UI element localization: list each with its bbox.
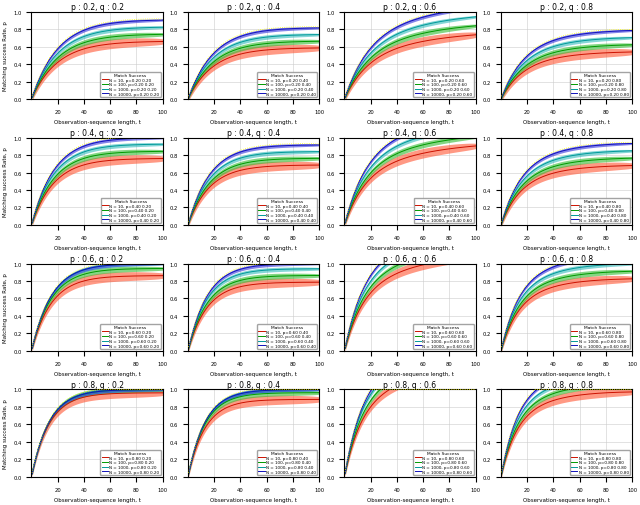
X-axis label: Observation-sequence length, t: Observation-sequence length, t — [523, 246, 610, 251]
X-axis label: Observation-sequence length, t: Observation-sequence length, t — [523, 120, 610, 125]
Title: p : 0.8, q : 0.6: p : 0.8, q : 0.6 — [383, 380, 436, 389]
X-axis label: Observation-sequence length, t: Observation-sequence length, t — [367, 497, 454, 502]
Title: p : 0.2, q : 0.8: p : 0.2, q : 0.8 — [540, 3, 593, 12]
Title: p : 0.6, q : 0.2: p : 0.6, q : 0.2 — [70, 254, 124, 263]
Title: p : 0.6, q : 0.6: p : 0.6, q : 0.6 — [383, 254, 436, 263]
Legend: N = 10, p=0.80 0.80, N = 100, p=0.80 0.80, N = 1000, p=0.80 0.80, N = 10000, p=0: N = 10, p=0.80 0.80, N = 100, p=0.80 0.8… — [570, 450, 630, 475]
X-axis label: Observation-sequence length, t: Observation-sequence length, t — [54, 120, 141, 125]
Legend: N = 10, p=0.60 0.60, N = 100, p=0.60 0.60, N = 1000, p=0.60 0.60, N = 10000, p=0: N = 10, p=0.60 0.60, N = 100, p=0.60 0.6… — [413, 324, 474, 349]
X-axis label: Observation-sequence length, t: Observation-sequence length, t — [210, 246, 297, 251]
Y-axis label: Matching success Rate, p: Matching success Rate, p — [3, 273, 8, 342]
Title: p : 0.8, q : 0.4: p : 0.8, q : 0.4 — [227, 380, 280, 389]
X-axis label: Observation-sequence length, t: Observation-sequence length, t — [523, 372, 610, 377]
Legend: N = 10, p=0.40 0.40, N = 100, p=0.40 0.40, N = 1000, p=0.40 0.40, N = 10000, p=0: N = 10, p=0.40 0.40, N = 100, p=0.40 0.4… — [257, 198, 317, 223]
Title: p : 0.4, q : 0.8: p : 0.4, q : 0.8 — [540, 128, 593, 137]
Title: p : 0.6, q : 0.8: p : 0.6, q : 0.8 — [540, 254, 593, 263]
Legend: N = 10, p=0.60 0.20, N = 100, p=0.60 0.20, N = 1000, p=0.60 0.20, N = 10000, p=0: N = 10, p=0.60 0.20, N = 100, p=0.60 0.2… — [100, 324, 161, 349]
Legend: N = 10, p=0.60 0.80, N = 100, p=0.60 0.80, N = 1000, p=0.60 0.80, N = 10000, p=0: N = 10, p=0.60 0.80, N = 100, p=0.60 0.8… — [570, 324, 630, 349]
Legend: N = 10, p=0.80 0.40, N = 100, p=0.80 0.40, N = 1000, p=0.80 0.40, N = 10000, p=0: N = 10, p=0.80 0.40, N = 100, p=0.80 0.4… — [257, 450, 317, 475]
Title: p : 0.2, q : 0.2: p : 0.2, q : 0.2 — [70, 3, 124, 12]
Title: p : 0.6, q : 0.4: p : 0.6, q : 0.4 — [227, 254, 280, 263]
Title: p : 0.4, q : 0.2: p : 0.4, q : 0.2 — [70, 128, 124, 137]
Legend: N = 10, p=0.60 0.40, N = 100, p=0.60 0.40, N = 1000, p=0.60 0.40, N = 10000, p=0: N = 10, p=0.60 0.40, N = 100, p=0.60 0.4… — [257, 324, 317, 349]
Title: p : 0.8, q : 0.2: p : 0.8, q : 0.2 — [70, 380, 124, 389]
X-axis label: Observation-sequence length, t: Observation-sequence length, t — [210, 120, 297, 125]
Title: p : 0.8, q : 0.8: p : 0.8, q : 0.8 — [540, 380, 593, 389]
Legend: N = 10, p=0.40 0.60, N = 100, p=0.40 0.60, N = 1000, p=0.40 0.60, N = 10000, p=0: N = 10, p=0.40 0.60, N = 100, p=0.40 0.6… — [413, 198, 474, 223]
Y-axis label: Matching success Rate, p: Matching success Rate, p — [3, 147, 8, 217]
X-axis label: Observation-sequence length, t: Observation-sequence length, t — [367, 246, 454, 251]
Legend: N = 10, p=0.80 0.20, N = 100, p=0.80 0.20, N = 1000, p=0.80 0.20, N = 10000, p=0: N = 10, p=0.80 0.20, N = 100, p=0.80 0.2… — [100, 450, 161, 475]
X-axis label: Observation-sequence length, t: Observation-sequence length, t — [54, 246, 141, 251]
X-axis label: Observation-sequence length, t: Observation-sequence length, t — [54, 372, 141, 377]
Legend: N = 10, p=0.40 0.20, N = 100, p=0.40 0.20, N = 1000, p=0.40 0.20, N = 10000, p=0: N = 10, p=0.40 0.20, N = 100, p=0.40 0.2… — [100, 198, 161, 223]
Title: p : 0.4, q : 0.4: p : 0.4, q : 0.4 — [227, 128, 280, 137]
Y-axis label: Matching success Rate, p: Matching success Rate, p — [3, 398, 8, 468]
X-axis label: Observation-sequence length, t: Observation-sequence length, t — [210, 497, 297, 502]
Legend: N = 10, p=0.80 0.60, N = 100, p=0.80 0.60, N = 1000, p=0.80 0.60, N = 10000, p=0: N = 10, p=0.80 0.60, N = 100, p=0.80 0.6… — [413, 450, 474, 475]
X-axis label: Observation-sequence length, t: Observation-sequence length, t — [367, 372, 454, 377]
X-axis label: Observation-sequence length, t: Observation-sequence length, t — [367, 120, 454, 125]
Legend: N = 10, p=0.20 0.40, N = 100, p=0.20 0.40, N = 1000, p=0.20 0.40, N = 10000, p=0: N = 10, p=0.20 0.40, N = 100, p=0.20 0.4… — [257, 73, 317, 98]
Legend: N = 10, p=0.20 0.80, N = 100, p=0.20 0.80, N = 1000, p=0.20 0.80, N = 10000, p=0: N = 10, p=0.20 0.80, N = 100, p=0.20 0.8… — [570, 73, 630, 98]
Title: p : 0.4, q : 0.6: p : 0.4, q : 0.6 — [383, 128, 436, 137]
X-axis label: Observation-sequence length, t: Observation-sequence length, t — [54, 497, 141, 502]
Y-axis label: Matching success Rate, p: Matching success Rate, p — [3, 21, 8, 91]
X-axis label: Observation-sequence length, t: Observation-sequence length, t — [523, 497, 610, 502]
Title: p : 0.2, q : 0.6: p : 0.2, q : 0.6 — [383, 3, 436, 12]
Legend: N = 10, p=0.20 0.60, N = 100, p=0.20 0.60, N = 1000, p=0.20 0.60, N = 10000, p=0: N = 10, p=0.20 0.60, N = 100, p=0.20 0.6… — [413, 73, 474, 98]
X-axis label: Observation-sequence length, t: Observation-sequence length, t — [210, 372, 297, 377]
Legend: N = 10, p=0.40 0.80, N = 100, p=0.40 0.80, N = 1000, p=0.40 0.80, N = 10000, p=0: N = 10, p=0.40 0.80, N = 100, p=0.40 0.8… — [570, 198, 630, 223]
Legend: N = 10, p=0.20 0.20, N = 100, p=0.20 0.20, N = 1000, p=0.20 0.20, N = 10000, p=0: N = 10, p=0.20 0.20, N = 100, p=0.20 0.2… — [100, 73, 161, 98]
Title: p : 0.2, q : 0.4: p : 0.2, q : 0.4 — [227, 3, 280, 12]
